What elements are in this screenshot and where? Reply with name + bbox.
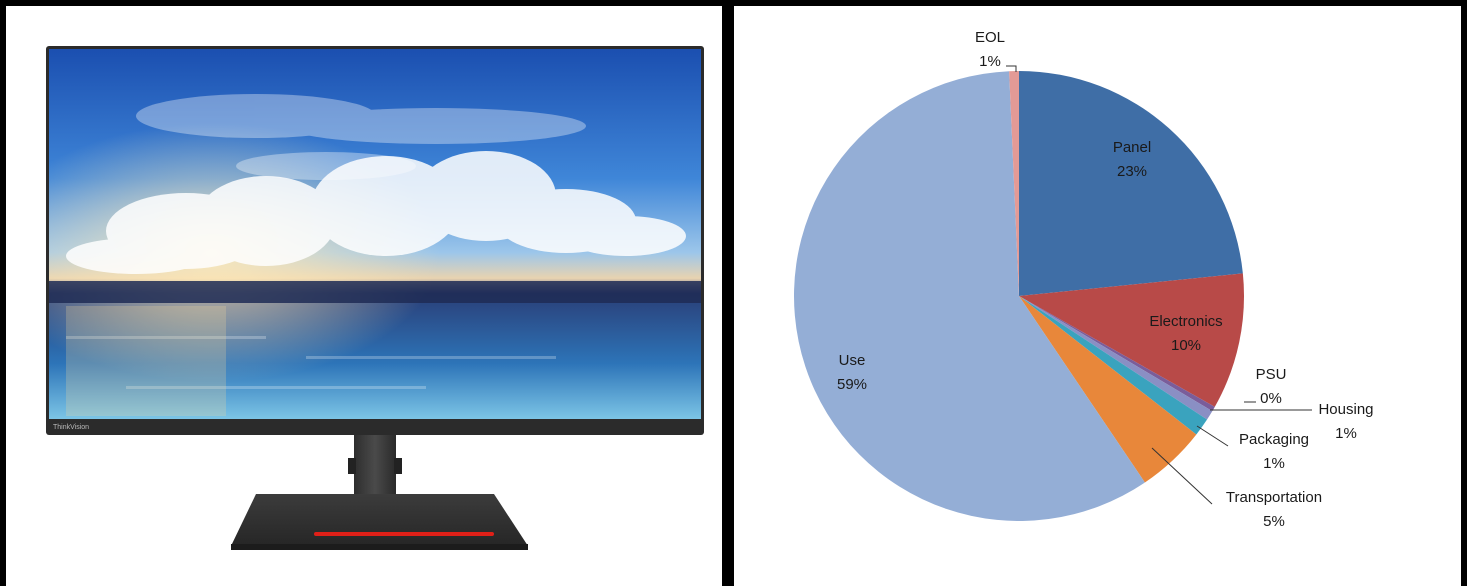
clouds (66, 151, 686, 274)
slice-label-electronics: Electronics (1149, 313, 1222, 330)
slice-label-use: Use (839, 352, 866, 369)
pie-slice-psu (1019, 296, 1215, 412)
slice-label-housing: Housing (1318, 401, 1373, 418)
leader-line-eol (1006, 65, 1017, 72)
slice-percent-use: 59% (837, 376, 867, 393)
slice-label-panel: Panel (1113, 139, 1151, 156)
slice-percent-electronics: 10% (1171, 337, 1201, 354)
slice-percent-transportation: 5% (1263, 513, 1285, 530)
slice-label-psu: PSU (1256, 366, 1287, 383)
monitor-stand-base (231, 494, 528, 546)
leader-line-transportation (1151, 447, 1213, 505)
pie-chart-panel: Panel 23% Electronics 10% PSU 0% Housing 1% Pack… (734, 6, 1461, 586)
monitor-illustration: ThinkVision (46, 46, 704, 550)
leader-line-packaging (1196, 425, 1229, 447)
red-accent-strip (314, 532, 494, 536)
pie-slice-eol (1009, 71, 1019, 296)
slice-label-transportation: Transportation (1226, 489, 1322, 506)
slice-percent-panel: 23% (1117, 163, 1147, 180)
slice-percent-packaging: 1% (1263, 455, 1285, 472)
slice-percent-eol: 1% (979, 53, 1001, 70)
slice-percent-housing: 1% (1335, 425, 1357, 442)
pie-slice-panel (1019, 71, 1243, 296)
slice-percent-psu: 0% (1260, 390, 1282, 407)
pie-slice-use (794, 71, 1145, 521)
pie-slice-transportation (1019, 296, 1197, 483)
pie-slice-packaging (1019, 296, 1208, 435)
pie-chart: Panel 23% Electronics 10% PSU 0% Housing 1% Pack… (794, 29, 1374, 530)
slice-label-packaging: Packaging (1239, 431, 1309, 448)
pie-slice-electronics (1019, 273, 1244, 407)
slice-label-eol: EOL (975, 29, 1005, 46)
pie-slice-housing (1019, 296, 1213, 420)
monitor-brand: ThinkVision (53, 424, 89, 431)
monitor-photo-panel: ThinkVision (6, 6, 722, 586)
